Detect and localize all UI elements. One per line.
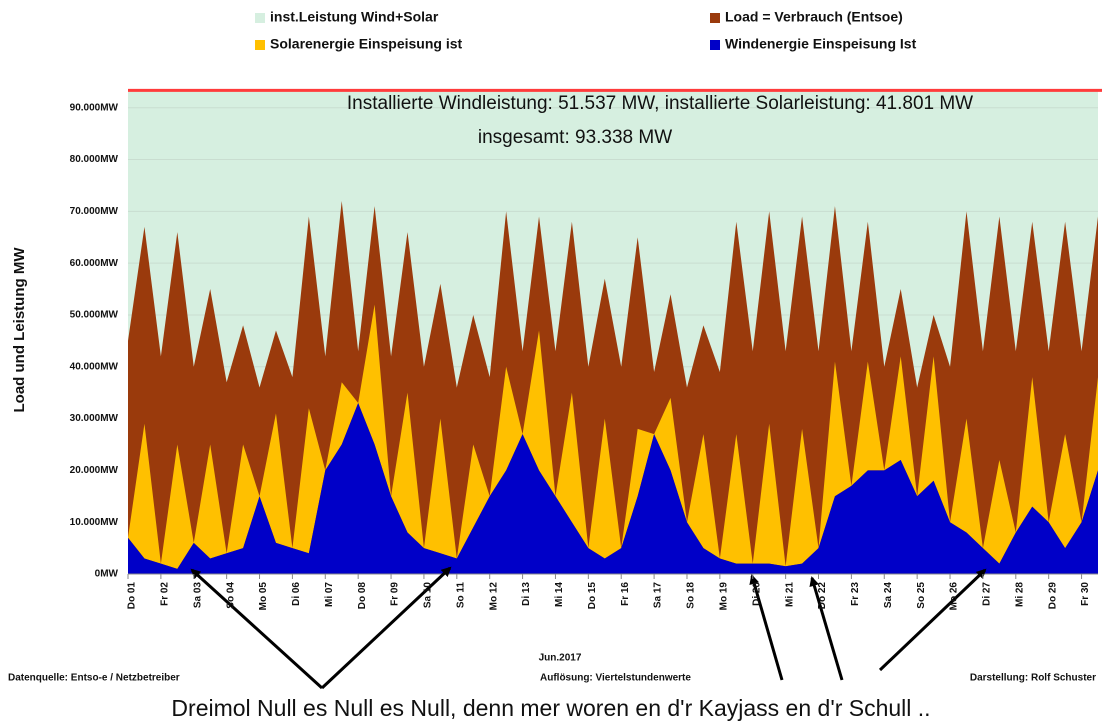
x-tick-label: Fr 09 — [390, 582, 401, 606]
x-tick-label: Fr 16 — [620, 582, 631, 606]
legend-swatch — [710, 40, 720, 50]
y-tick-label: 90.000MW — [70, 102, 119, 113]
arrow — [190, 568, 324, 690]
x-tick-label: So 11 — [455, 582, 466, 609]
annotation: insgesamt: 93.338 MW — [478, 127, 672, 148]
x-tick-label: Mi 14 — [554, 582, 565, 607]
x-tick-label: So 25 — [916, 582, 927, 609]
y-tick-label: 50.000MW — [70, 310, 119, 321]
x-tick-label: Sa 24 — [883, 582, 894, 609]
y-tick-label: 70.000MW — [70, 206, 119, 217]
x-tick-label: Mo 26 — [949, 582, 960, 611]
y-axis-label: Load und Leistung MW — [11, 247, 28, 413]
footer: Auflösung: Viertelstundenwerte — [540, 673, 691, 684]
x-tick-label: Do 29 — [1047, 582, 1058, 610]
y-tick-label: 10.000MW — [70, 517, 119, 528]
arrow — [749, 574, 784, 681]
x-tick-label: Sa 17 — [653, 582, 664, 609]
x-tick-label: Mo 12 — [488, 582, 499, 611]
caption: Dreimol Null es Null es Null, denn mer w… — [171, 695, 930, 721]
plot-area — [128, 88, 1102, 575]
legend-label: Solarenergie Einspeisung ist — [270, 36, 463, 52]
arrows — [190, 566, 987, 690]
footer: Darstellung: Rolf Schuster — [970, 673, 1096, 684]
x-tick-label: Di 20 — [751, 582, 762, 606]
x-tick-label: Sa 03 — [192, 582, 203, 609]
legend-label: Load = Verbrauch (Entsoe) — [725, 9, 903, 25]
area — [128, 304, 1098, 569]
y-tick-label: 0MW — [95, 569, 119, 580]
x-tick-label: Sa 10 — [423, 582, 434, 609]
x-tick-label: Di 13 — [521, 582, 532, 606]
y-tick-label: 30.000MW — [70, 413, 119, 424]
x-tick-label: Fr 23 — [850, 582, 861, 606]
x-tick-label: Do 15 — [587, 582, 598, 610]
arrow — [320, 566, 452, 690]
arrow — [878, 568, 987, 672]
x-tick-label: Di 27 — [982, 582, 993, 606]
legend-label: Windenergie Einspeisung Ist — [725, 36, 917, 52]
x-tick-label: So 04 — [225, 582, 236, 609]
legend: inst.Leistung Wind+Solar Load = Verbrauch… — [255, 9, 917, 52]
y-tick-label: 40.000MW — [70, 361, 119, 372]
annotation: Installierte Windleistung: 51.537 MW, in… — [347, 93, 973, 114]
x-tick-label: Do 08 — [357, 582, 368, 610]
y-tick-label: 60.000MW — [70, 258, 119, 269]
x-tick-label: Do 22 — [817, 582, 828, 610]
legend-swatch — [255, 40, 265, 50]
legend-label: inst.Leistung Wind+Solar — [270, 9, 439, 25]
area — [128, 403, 1098, 574]
footer: Datenquelle: Entso-e / Netzbetreiber — [8, 673, 180, 684]
x-tick-label: Mi 28 — [1014, 582, 1025, 607]
legend-swatch — [710, 13, 720, 23]
x-tick-label: So 18 — [686, 582, 697, 609]
x-tick-label: Mo 19 — [719, 582, 730, 611]
x-tick-label: Fr 30 — [1080, 582, 1091, 606]
x-tick-label: Mo 05 — [258, 582, 269, 611]
x-tick-label: Fr 02 — [160, 582, 171, 606]
x-tick-label: Mi 07 — [324, 582, 335, 607]
x-axis-label: Jun.2017 — [539, 653, 582, 664]
legend-swatch — [255, 13, 265, 23]
x-tick-label: Mi 21 — [784, 582, 795, 607]
x-tick-label: Do 01 — [127, 582, 138, 610]
x-tick-label: Di 06 — [291, 582, 302, 606]
arrow — [809, 576, 844, 681]
y-tick-label: 20.000MW — [70, 465, 119, 476]
y-tick-label: 80.000MW — [70, 154, 119, 165]
